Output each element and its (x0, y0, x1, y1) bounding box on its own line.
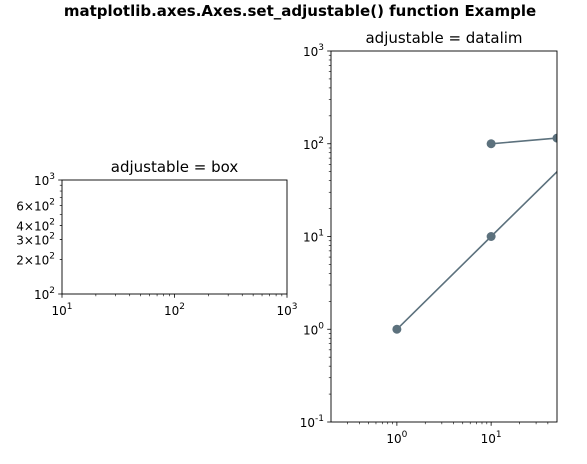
y-tick-label: 103 (303, 43, 324, 59)
figure-title: matplotlib.axes.Axes.set_adjustable() fu… (63, 2, 537, 20)
axes-box: 101 102 1031022×1023×1024×1026×102103adjus… (16, 158, 297, 318)
y-tick-label: 102 (303, 136, 324, 152)
series-line-1 (491, 137, 557, 145)
axes-frame (330, 50, 558, 423)
data-point-0-0 (392, 324, 402, 334)
y-tick-label: 101 (303, 229, 324, 245)
x-tick-label: 103 (276, 302, 297, 318)
axes-title: adjustable = box (111, 158, 239, 176)
y-tick-label: 2×102 (16, 252, 55, 268)
data-point-1-0 (486, 139, 496, 149)
y-tick-label: 10-1 (300, 414, 324, 430)
y-tick-label: 100 (303, 321, 324, 337)
x-tick-label: 101 (51, 302, 72, 318)
data-point-0-2 (581, 139, 587, 148)
y-tick-label: 6×102 (16, 197, 55, 213)
y-tick-label: 4×102 (16, 217, 55, 233)
x-tick-label: 102 (164, 302, 185, 318)
data-point-1-1 (552, 133, 557, 143)
y-tick-label: 102 (34, 286, 55, 302)
data-point-0-1 (486, 232, 496, 241)
x-tick-label: 101 (481, 430, 502, 446)
x-tick-label: 100 (386, 430, 407, 446)
axes-title: adjustable = datalim (365, 29, 522, 47)
axes-datalim: 100 101 10-1 100 101 102 103 adjustable = datal… (300, 29, 587, 446)
axes-frame (61, 179, 288, 295)
y-tick-label: 103 (34, 172, 55, 188)
y-tick-label: 3×102 (16, 232, 55, 248)
